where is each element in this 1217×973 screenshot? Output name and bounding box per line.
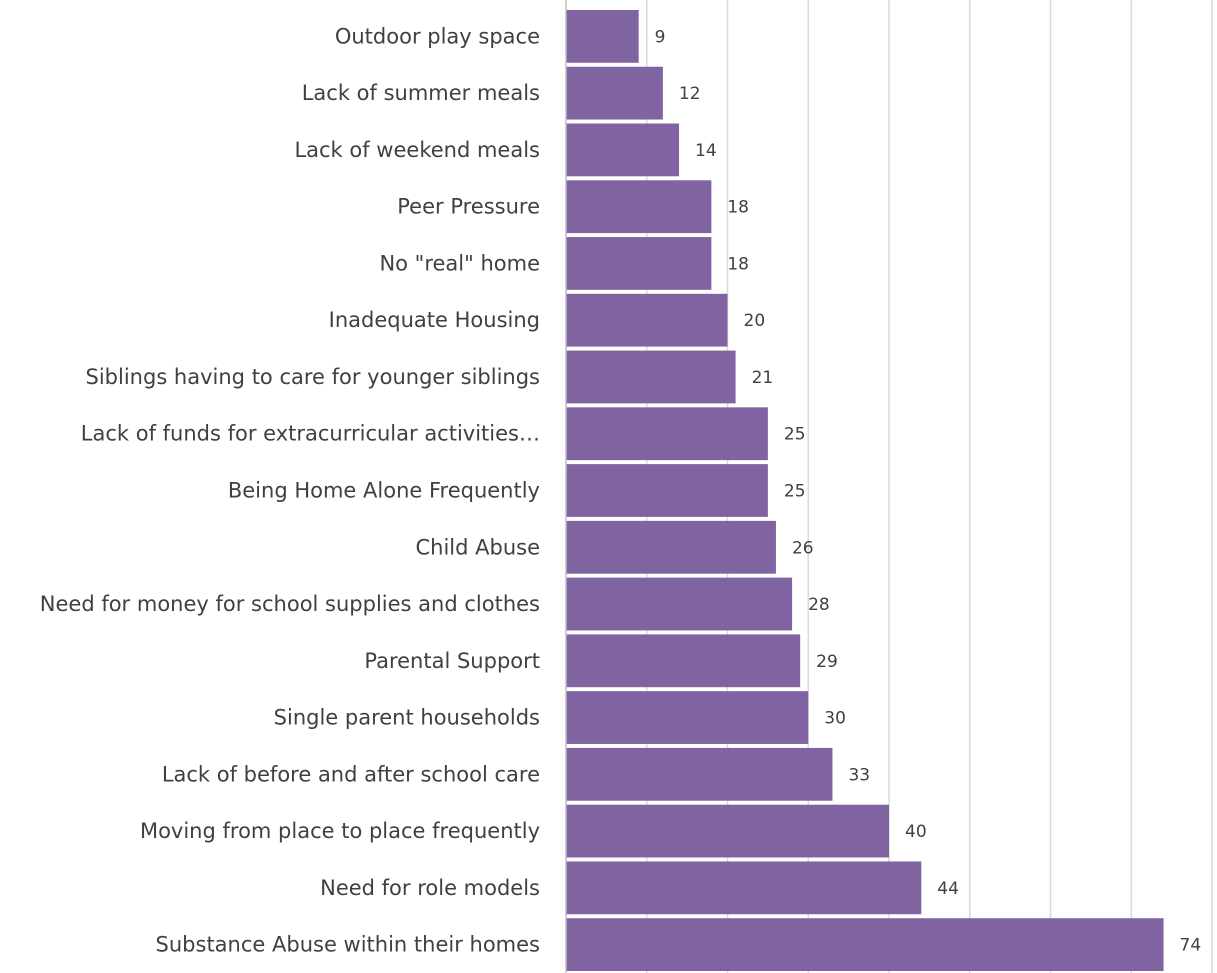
category-label: Single parent households <box>274 706 540 730</box>
bar <box>566 237 712 290</box>
data-label: 20 <box>744 311 766 331</box>
category-label: Peer Pressure <box>397 195 540 219</box>
category-label: Lack of summer meals <box>302 81 540 105</box>
data-label: 9 <box>655 27 666 47</box>
category-label: Outdoor play space <box>335 24 540 48</box>
data-label: 33 <box>848 765 870 785</box>
bar <box>566 407 768 461</box>
bar <box>566 520 776 574</box>
data-label: 26 <box>792 538 814 558</box>
data-label: 44 <box>937 879 959 899</box>
bar <box>566 350 736 404</box>
bar <box>566 918 1164 972</box>
category-label: Child Abuse <box>415 535 540 559</box>
data-label: 28 <box>808 595 830 615</box>
data-label: 30 <box>824 709 846 729</box>
bar <box>566 180 712 234</box>
category-label: Siblings having to care for younger sibl… <box>86 365 540 389</box>
category-label: Need for money for school supplies and c… <box>40 592 540 616</box>
bar <box>566 464 768 517</box>
category-labels: Outdoor play space Lack of summer meals La… <box>40 24 540 956</box>
data-label: 21 <box>752 368 774 388</box>
bar <box>566 9 639 63</box>
category-label: Substance Abuse within their homes <box>156 933 540 957</box>
bars <box>566 9 1164 972</box>
category-label: Parental Support <box>364 649 540 673</box>
bar <box>566 691 809 744</box>
data-label: 14 <box>695 141 717 161</box>
category-label: Lack of funds for extracurricular activi… <box>81 422 540 446</box>
data-label: 12 <box>679 84 701 104</box>
category-label: Lack of weekend meals <box>294 138 540 162</box>
bar <box>566 577 793 631</box>
category-label: Inadequate Housing <box>329 308 540 332</box>
bar <box>566 634 801 688</box>
bar <box>566 861 922 915</box>
category-label: No "real" home <box>379 251 540 275</box>
data-label: 25 <box>784 482 806 502</box>
category-label: Moving from place to place frequently <box>140 819 540 843</box>
bar <box>566 293 728 347</box>
bar <box>566 747 833 801</box>
data-label: 40 <box>905 822 927 842</box>
bar <box>566 804 889 858</box>
data-label: 18 <box>727 254 749 274</box>
bar <box>566 66 663 120</box>
category-label: Need for role models <box>320 876 540 900</box>
data-label: 18 <box>727 198 749 218</box>
data-label: 25 <box>784 425 806 445</box>
data-labels: 9 12 14 18 18 20 21 25 25 26 28 29 30 33 40 44 74 <box>655 27 1202 955</box>
category-label: Being Home Alone Frequently <box>228 479 540 503</box>
category-label: Lack of before and after school care <box>162 762 540 786</box>
data-label: 29 <box>816 652 838 672</box>
gridlines <box>646 0 1213 973</box>
data-label: 74 <box>1180 936 1202 956</box>
bar <box>566 123 680 177</box>
